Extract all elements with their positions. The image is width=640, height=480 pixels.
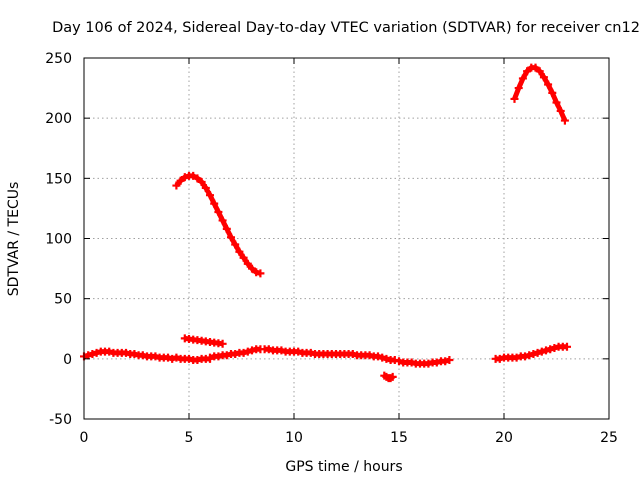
y-tick-label: 0 (63, 352, 72, 368)
y-tick-labels: -50 0 50 100 150 200 250 (45, 51, 72, 428)
series-arc-high-2 (510, 63, 569, 125)
data-points (80, 63, 571, 383)
x-tick-labels: 0 5 10 15 20 25 (80, 430, 618, 446)
x-axis-label: GPS time / hours (285, 459, 402, 475)
series-trace (383, 373, 394, 381)
series-trace (512, 65, 568, 122)
series-trace (174, 173, 262, 276)
series-trace (495, 344, 567, 362)
chart-title: Day 106 of 2024, Sidereal Day-to-day VTE… (52, 20, 640, 36)
y-tick-label: -50 (49, 412, 72, 428)
series-trace (209, 346, 261, 361)
x-tick-label: 10 (285, 430, 303, 446)
series-trace (264, 346, 395, 363)
series-baseline-2 (206, 345, 265, 362)
series-trace (83, 349, 210, 363)
y-tick-label: 100 (45, 232, 72, 248)
y-tick-label: 50 (54, 292, 72, 308)
series-baseline-4 (395, 356, 454, 368)
y-tick-label: 250 (45, 51, 72, 67)
series-baseline-5 (491, 342, 571, 363)
x-tick-label: 15 (390, 430, 408, 446)
series-trace (398, 357, 451, 367)
series-arc-high-1 (172, 171, 265, 278)
y-tick-label: 150 (45, 171, 72, 187)
series-trace (184, 335, 223, 347)
y-tick-label: 200 (45, 111, 72, 127)
series-arc-small (180, 334, 227, 348)
grid-lines (84, 58, 609, 419)
x-tick-label: 5 (185, 430, 194, 446)
y-axis-label: SDTVAR / TECUs (6, 182, 22, 297)
series-arc-negative (380, 371, 397, 383)
series-baseline-1 (80, 347, 214, 365)
x-tick-label: 25 (600, 430, 618, 446)
x-tick-label: 20 (495, 430, 513, 446)
axis-ticks (83, 57, 610, 420)
x-tick-label: 0 (80, 430, 89, 446)
series-baseline-3 (260, 345, 399, 365)
